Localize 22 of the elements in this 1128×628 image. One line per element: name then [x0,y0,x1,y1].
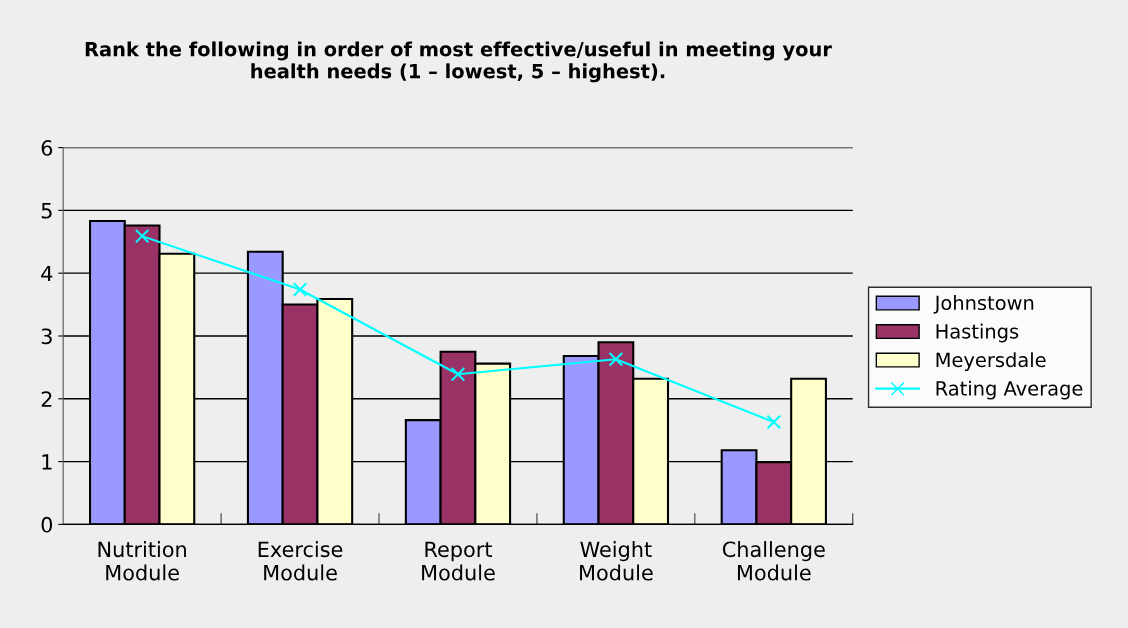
point [450,367,466,382]
y-tick-label: 0 [41,516,53,533]
point [766,414,782,430]
legend-label: Hastings [936,323,1019,343]
point [134,228,150,244]
legend-label: Rating Average [936,380,1083,400]
x-tick-label: Report Module [422,541,495,581]
x-tick-label: Weight Module [580,541,653,581]
legend-label: Johnstown [933,295,1034,314]
y-tick-label: 1 [42,454,52,470]
y-tick-label: 5 [41,203,52,219]
legend-label: Meyersdale [936,352,1046,371]
point [608,351,624,367]
y-tick-label: 3 [41,328,52,345]
chart-title: Rank the following in order of most effective/useful in meeting your health needs (1 – lowest, 5 – highest). [85,41,832,83]
y-tick-label: 6 [41,140,53,156]
y-tick-label: 2 [41,391,52,407]
point [292,282,308,297]
x-tick-label: Exercise Module [258,541,343,581]
y-tick-label: 4 [41,265,53,282]
x-tick-label: Nutrition Module [98,541,186,581]
x-tick-label: Challenge Module [722,541,825,581]
